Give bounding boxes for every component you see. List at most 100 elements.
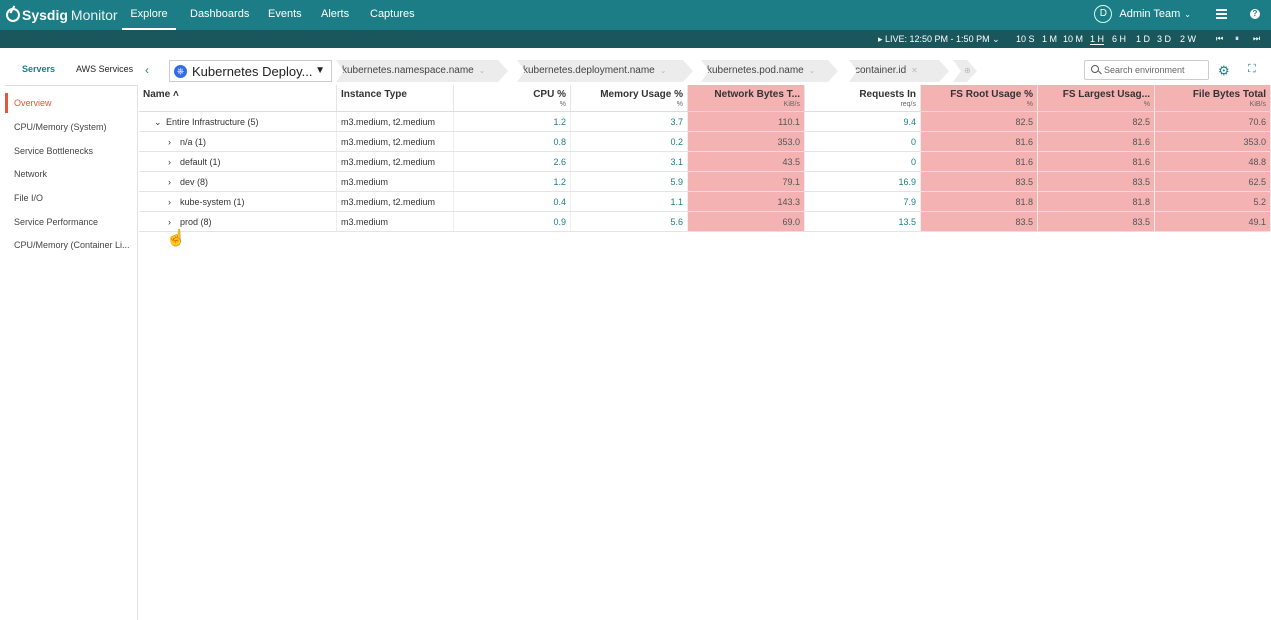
sidebar-item-file-io[interactable]: File I/O — [14, 193, 44, 203]
sidebar-active-indicator — [5, 93, 8, 113]
table-row[interactable]: › prod (8) m3.medium 0.9 5.6 69.0 13.5 83.5 83.5… — [139, 212, 1271, 232]
help-icon[interactable]: ? — [1250, 9, 1260, 19]
chevron-down-icon: ⌄ — [808, 66, 816, 75]
range-1h[interactable]: 1 H — [1090, 34, 1105, 45]
header-requests-in[interactable]: Requests In req/s — [805, 85, 921, 111]
cell-instance: m3.medium — [337, 212, 454, 231]
cell-mem: 5.6 — [571, 212, 688, 231]
brand-product: Monitor — [70, 7, 118, 23]
header-file-bytes-total[interactable]: File Bytes Total KiB/s — [1155, 85, 1271, 111]
cell-name: › n/a (1) — [139, 132, 337, 151]
crumb-container[interactable]: container.id ✕ — [849, 60, 949, 82]
sidebar-item-cpu-memory-system[interactable]: CPU/Memory (System) — [14, 122, 107, 132]
crumb-deployment[interactable]: kubernetes.deployment.name ⌄ — [517, 60, 693, 82]
chevron-down-icon: ⌄ — [659, 66, 667, 75]
cell-fsroot: 81.6 — [921, 152, 1038, 171]
cell-mem: 3.7 — [571, 112, 688, 131]
chevron-down-icon[interactable]: ⌄ — [154, 117, 162, 127]
range-10m[interactable]: 10 M — [1063, 34, 1084, 44]
tab-servers[interactable]: Servers — [22, 64, 56, 74]
row-name: Entire Infrastructure (5) — [166, 117, 259, 127]
range-6h[interactable]: 6 H — [1112, 34, 1127, 44]
skip-forward-icon[interactable]: ⏭ — [1253, 34, 1261, 43]
menu-icon[interactable] — [1216, 9, 1227, 19]
crumb-add[interactable]: ⊕ — [953, 60, 977, 82]
range-10s[interactable]: 10 S — [1016, 34, 1035, 44]
cell-mem: 3.1 — [571, 152, 688, 171]
crumb-pod[interactable]: kubernetes.pod.name ⌄ — [701, 60, 838, 82]
cell-req: 16.9 — [805, 172, 921, 191]
side-tabs: Servers AWS Services — [5, 56, 138, 86]
chevron-right-icon[interactable]: › — [168, 197, 171, 207]
fullscreen-icon[interactable]: ⛶ — [1248, 63, 1256, 75]
team-switcher[interactable]: D Admin Team ⌄ — [1094, 4, 1191, 24]
header-network-bytes[interactable]: Network Bytes T... KiB/s — [688, 85, 805, 111]
nav-tab-captures[interactable]: Captures — [370, 8, 415, 20]
row-name: default (1) — [180, 157, 221, 167]
sysdig-logo[interactable]: Sysdig Monitor — [6, 5, 118, 25]
nav-tab-alerts[interactable]: Alerts — [321, 8, 350, 20]
sidebar-item-overview[interactable]: Overview — [14, 98, 52, 108]
cell-instance: m3.medium, t2.medium — [337, 132, 454, 151]
cell-filebytes: 70.6 — [1155, 112, 1271, 131]
skip-back-icon[interactable]: ⏮ — [1216, 34, 1224, 43]
time-navigation-bar: ▸ LIVE: 12:50 PM - 1:50 PM ⌄ 10 S 1 M 10… — [0, 30, 1271, 48]
search-input[interactable]: Search environment — [1084, 60, 1209, 80]
cell-fslargest: 81.6 — [1038, 152, 1155, 171]
range-1d[interactable]: 1 D — [1136, 34, 1151, 44]
brand-name: Sysdig — [22, 7, 68, 23]
kubernetes-icon: ⎈ — [174, 64, 187, 78]
table-header: Name ˄ Instance Type CPU %% Memory Usage… — [139, 85, 1271, 112]
chevron-down-icon: ⌄ — [992, 34, 1000, 44]
metrics-table: Name ˄ Instance Type CPU %% Memory Usage… — [139, 85, 1271, 232]
chevron-right-icon[interactable]: › — [168, 157, 171, 167]
close-icon[interactable]: ✕ — [911, 66, 918, 75]
sidebar-item-service-performance[interactable]: Service Performance — [14, 217, 99, 227]
chevron-right-icon[interactable]: › — [168, 177, 171, 187]
dropdown-arrow-icon: ▼ — [315, 65, 325, 76]
chevron-right-icon[interactable]: › — [168, 217, 171, 227]
grouping-selector[interactable]: ⎈ Kubernetes Deploy... ▼ — [169, 60, 332, 82]
sidebar-item-service-bottlenecks[interactable]: Service Bottlenecks — [14, 146, 94, 156]
back-arrow-icon[interactable]: ‹ — [145, 63, 149, 77]
cell-net: 353.0 — [688, 132, 805, 151]
cell-fsroot: 83.5 — [921, 172, 1038, 191]
sidebar-item-network[interactable]: Network — [14, 169, 48, 179]
cell-fsroot: 81.6 — [921, 132, 1038, 151]
range-2w[interactable]: 2 W — [1180, 34, 1197, 44]
nav-tab-events[interactable]: Events — [268, 8, 302, 20]
table-row[interactable]: › n/a (1) m3.medium, t2.medium 0.8 0.2 353.0 0… — [139, 132, 1271, 152]
chevron-right-icon[interactable]: › — [168, 137, 171, 147]
nav-tab-explore[interactable]: Explore — [122, 0, 176, 30]
cell-cpu: 0.9 — [454, 212, 571, 231]
hand-cursor-icon: ☝ — [166, 230, 186, 247]
header-fs-root-usage[interactable]: FS Root Usage %% — [921, 85, 1038, 111]
sidebar-item-cpu-memory-container[interactable]: CPU/Memory (Container Li... — [14, 240, 130, 250]
table-row[interactable]: › kube-system (1) m3.medium, t2.medium 0.4 1… — [139, 192, 1271, 212]
nav-tab-dashboards[interactable]: Dashboards — [190, 8, 250, 20]
chevron-down-icon: ⌄ — [1184, 9, 1191, 19]
cell-fslargest: 82.5 — [1038, 112, 1155, 131]
header-memory[interactable]: Memory Usage %% — [571, 85, 688, 111]
header-instance-type[interactable]: Instance Type — [337, 85, 454, 111]
table-row[interactable]: › dev (8) m3.medium 1.2 5.9 79.1 16.9 83.5 83.5 6… — [139, 172, 1271, 192]
cell-name: › default (1) — [139, 152, 337, 171]
cell-fsroot: 81.8 — [921, 192, 1038, 211]
cell-mem: 0.2 — [571, 132, 688, 151]
crumb-namespace[interactable]: kubernetes.namespace.name ⌄ — [336, 60, 508, 82]
header-cpu[interactable]: CPU %% — [454, 85, 571, 111]
table-row[interactable]: › default (1) m3.medium, t2.medium 2.6 3.1 43… — [139, 152, 1271, 172]
pause-icon[interactable]: ⏸ — [1235, 34, 1239, 43]
table-row[interactable]: ⌄ Entire Infrastructure (5) m3.medium, t2.… — [139, 112, 1271, 132]
cell-instance: m3.medium, t2.medium — [337, 192, 454, 211]
cell-fsroot: 83.5 — [921, 212, 1038, 231]
header-fs-largest-usage[interactable]: FS Largest Usag...% — [1038, 85, 1155, 111]
tab-aws-services[interactable]: AWS Services — [76, 64, 134, 74]
cell-req: 0 — [805, 152, 921, 171]
range-3d[interactable]: 3 D — [1157, 34, 1172, 44]
gear-icon[interactable]: ⚙ — [1218, 63, 1230, 78]
live-time-range[interactable]: ▸ LIVE: 12:50 PM - 1:50 PM ⌄ — [878, 34, 1000, 44]
breadcrumb: ‹ ⎈ Kubernetes Deploy... ▼ kubernetes.na… — [139, 57, 1271, 84]
range-1m[interactable]: 1 M — [1042, 34, 1058, 44]
header-name[interactable]: Name ˄ — [139, 85, 337, 111]
